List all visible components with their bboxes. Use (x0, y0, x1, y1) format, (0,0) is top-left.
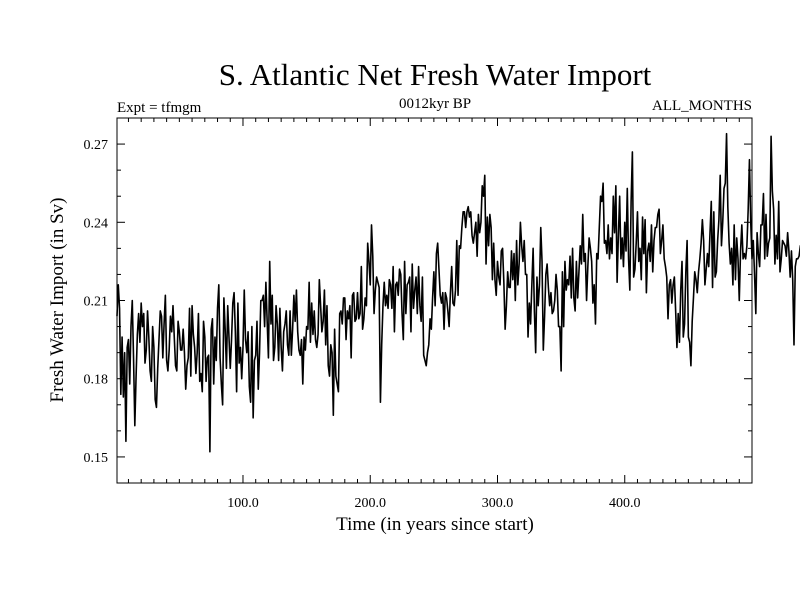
experiment-label: Expt = tfmgm (117, 100, 202, 116)
x-tick-label: 400.0 (609, 496, 641, 511)
x-tick-label: 100.0 (227, 496, 259, 511)
y-tick-label: 0.27 (84, 138, 109, 153)
y-tick-label: 0.15 (84, 451, 109, 466)
y-tick-label: 0.21 (84, 295, 109, 310)
months-label: ALL_MONTHS (652, 98, 752, 114)
x-tick-label: 300.0 (482, 496, 514, 511)
x-tick-label: 200.0 (354, 496, 386, 511)
fresh-water-import-series-line (116, 132, 800, 453)
axis-tick-labels: 100.0 200.0 300.0 400.0 0.15 0.18 0.21 0.24 0.27 (84, 138, 641, 511)
y-tick-label: 0.18 (84, 373, 109, 388)
y-tick-label: 0.24 (84, 216, 109, 231)
period-label: 0012kyr BP (399, 96, 471, 112)
x-axis-label: Time (in years since start) (336, 514, 534, 535)
y-axis-label: Fresh Water Import (in Sv) (47, 198, 68, 403)
chart-title: S. Atlantic Net Fresh Water Import (219, 57, 652, 92)
